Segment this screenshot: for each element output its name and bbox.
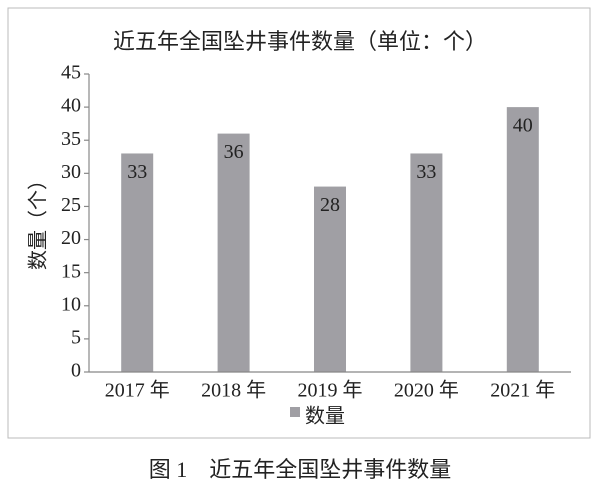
chart-frame bbox=[7, 7, 591, 439]
y-tick-label: 30 bbox=[61, 161, 81, 183]
y-tick-label: 20 bbox=[61, 227, 81, 249]
bar bbox=[410, 153, 443, 372]
x-tick-label: 2021 年 bbox=[490, 379, 555, 402]
figure-caption: 图 1 近五年全国坠井事件数量 bbox=[149, 457, 452, 482]
data-label: 33 bbox=[127, 161, 147, 183]
y-tick-label: 0 bbox=[71, 360, 81, 382]
bar bbox=[506, 107, 539, 372]
x-tick-label: 2017 年 bbox=[105, 379, 170, 402]
x-tick-label: 2019 年 bbox=[298, 379, 363, 402]
x-tick-label: 2018 年 bbox=[201, 379, 266, 402]
bar bbox=[217, 133, 250, 372]
y-axis-label: 数量（个） bbox=[27, 170, 50, 270]
bar bbox=[121, 153, 154, 372]
data-label: 33 bbox=[416, 161, 436, 183]
y-tick-label: 40 bbox=[61, 95, 81, 117]
bar bbox=[314, 186, 346, 372]
x-tick-label: 2020 年 bbox=[394, 379, 459, 402]
data-label: 36 bbox=[224, 141, 244, 163]
y-tick-label: 15 bbox=[61, 260, 81, 282]
chart-title: 近五年全国坠井事件数量（单位：个） bbox=[113, 29, 487, 54]
y-tick-label: 10 bbox=[61, 293, 81, 315]
y-tick-label: 25 bbox=[61, 194, 81, 216]
y-tick-label: 45 bbox=[61, 62, 81, 84]
legend-label: 数量 bbox=[305, 405, 345, 428]
legend-swatch bbox=[290, 407, 300, 417]
data-label: 28 bbox=[320, 194, 340, 216]
y-tick-label: 5 bbox=[71, 326, 81, 348]
data-label: 40 bbox=[513, 115, 533, 137]
y-tick-label: 35 bbox=[61, 128, 81, 150]
